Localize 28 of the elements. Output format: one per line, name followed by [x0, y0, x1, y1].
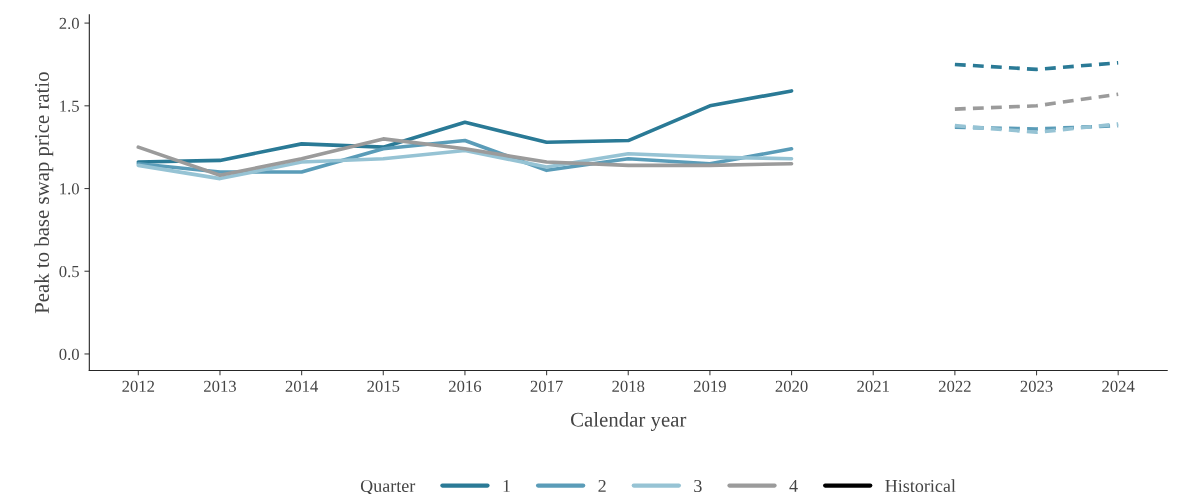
y-axis-title: Peak to base swap price ratio	[34, 72, 54, 314]
x-tick-label: 2015	[367, 380, 400, 392]
y-tick-label: 1.0	[60, 183, 79, 195]
legend-label: 3	[694, 479, 702, 493]
x-tick-label: 2012	[122, 380, 155, 392]
x-tick-label: 2014	[285, 380, 319, 392]
x-tick-label: 2019	[693, 380, 726, 392]
legend-label: 4	[789, 479, 798, 492]
x-tick-label: 2024	[1102, 380, 1135, 392]
legend-label: 2	[598, 479, 606, 492]
legend-title: Quarter	[360, 479, 416, 494]
x-tick-label: 2016	[449, 380, 482, 392]
x-tick-label: 2023	[1020, 380, 1053, 392]
legend-label: 1	[503, 479, 510, 492]
y-tick-label: 2.0	[59, 17, 79, 30]
x-tick-label: 2017	[530, 380, 563, 392]
x-axis-title: Calendar year	[570, 412, 687, 431]
x-tick-label: 2018	[612, 380, 645, 392]
x-tick-label: 2021	[857, 380, 889, 392]
x-tick-label: 2022	[938, 380, 971, 392]
line-series	[136, 148, 794, 181]
x-tick-label: 2020	[775, 380, 808, 392]
x-tick-label: 2013	[204, 380, 236, 392]
y-tick-label: 0.5	[59, 265, 79, 278]
y-tick-label: 1.5	[60, 100, 79, 112]
line-series	[136, 89, 794, 164]
text: Historical	[885, 479, 956, 493]
y-tick-label: 0.0	[59, 348, 79, 360]
